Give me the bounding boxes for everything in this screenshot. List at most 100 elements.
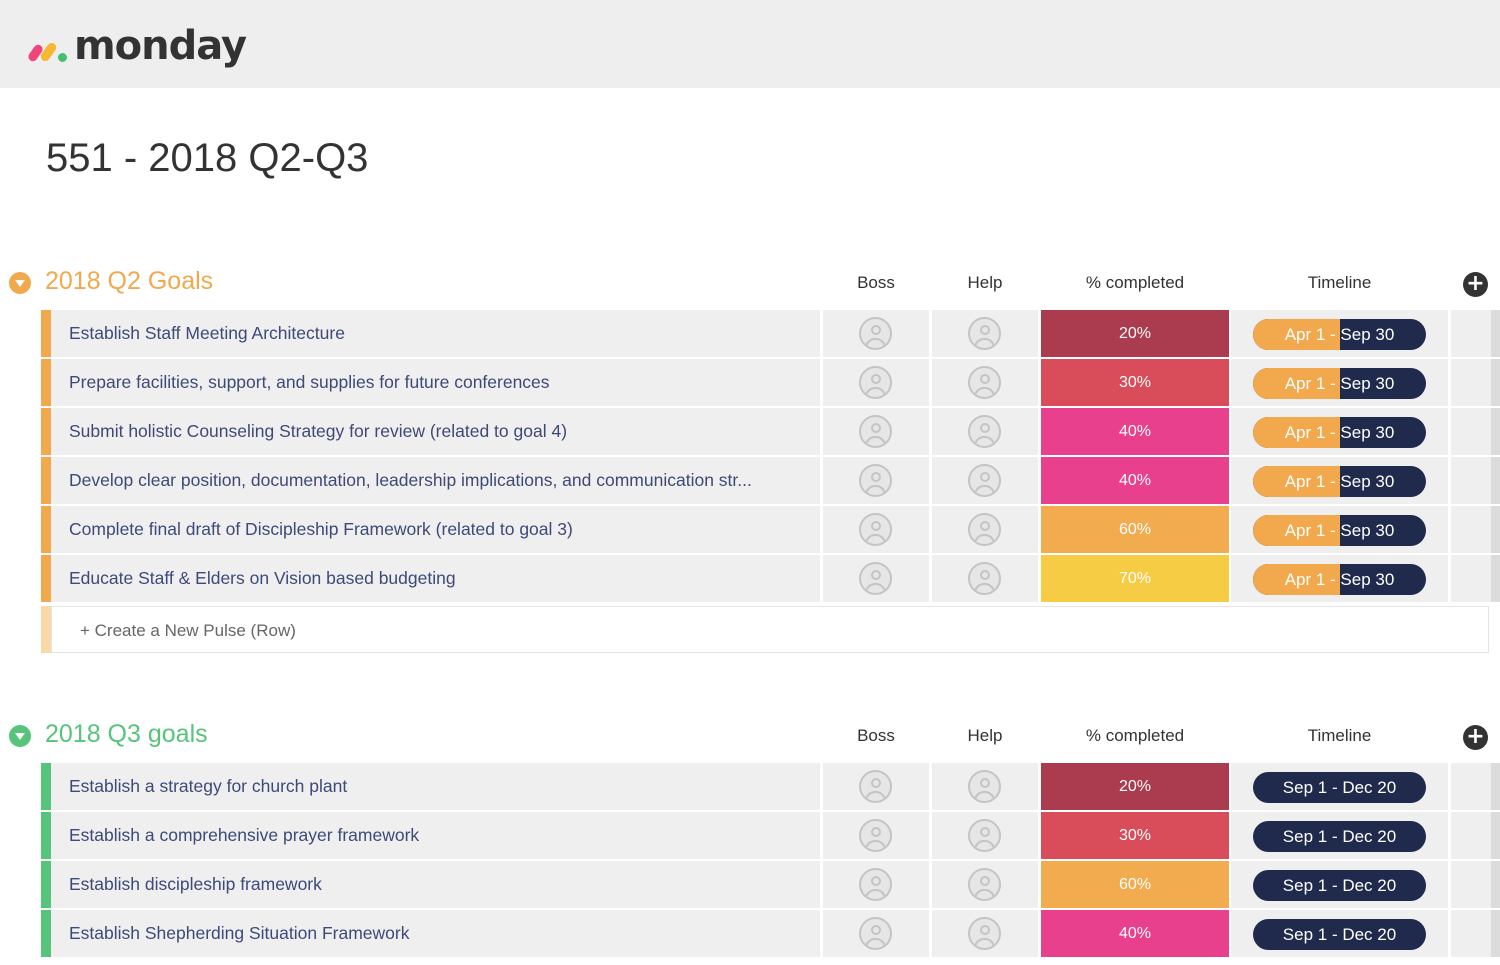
table-row[interactable]: Prepare facilities, support, and supplie… — [0, 359, 1500, 408]
timeline-cell[interactable]: Apr 1 - Sep 30 — [1231, 555, 1448, 602]
table-row[interactable]: Develop clear position, documentation, l… — [0, 457, 1500, 506]
person-icon[interactable] — [968, 562, 1001, 595]
pulse-name[interactable]: Establish a comprehensive prayer framewo… — [69, 825, 420, 845]
person-icon[interactable] — [859, 562, 892, 595]
board-title[interactable]: 551 - 2018 Q2-Q3 — [46, 136, 369, 180]
pulse-name-cell[interactable]: Establish a strategy for church plant — [51, 763, 820, 810]
pulse-name[interactable]: Establish Shepherding Situation Framewor… — [69, 923, 410, 943]
help-cell[interactable] — [932, 555, 1038, 602]
person-icon[interactable] — [859, 464, 892, 497]
person-icon[interactable] — [968, 868, 1001, 901]
pulse-name[interactable]: Establish Staff Meeting Architecture — [69, 323, 345, 343]
collapse-group-icon[interactable] — [9, 272, 31, 294]
group-title[interactable]: 2018 Q3 goals — [45, 720, 208, 748]
person-icon[interactable] — [968, 513, 1001, 546]
timeline-pill[interactable]: Sep 1 - Dec 20 — [1253, 870, 1426, 901]
column-header-boss[interactable]: Boss — [857, 726, 895, 745]
percent-completed-cell[interactable]: 20% — [1041, 763, 1229, 810]
person-icon[interactable] — [859, 366, 892, 399]
boss-cell[interactable] — [823, 861, 929, 908]
column-header-help[interactable]: Help — [967, 726, 1003, 745]
add-column-icon[interactable]: + — [1463, 272, 1488, 297]
pulse-name[interactable]: Develop clear position, documentation, l… — [69, 470, 752, 490]
pulse-name-cell[interactable]: Establish Shepherding Situation Framewor… — [51, 910, 820, 957]
person-icon[interactable] — [968, 770, 1001, 803]
pulse-name[interactable]: Complete final draft of Discipleship Fra… — [69, 519, 573, 539]
pulse-name[interactable]: Establish a strategy for church plant — [69, 776, 348, 796]
boss-cell[interactable] — [823, 812, 929, 859]
person-icon[interactable] — [968, 415, 1001, 448]
person-icon[interactable] — [859, 770, 892, 803]
help-cell[interactable] — [932, 910, 1038, 957]
person-icon[interactable] — [859, 917, 892, 950]
boss-cell[interactable] — [823, 910, 929, 957]
table-row[interactable]: Establish a comprehensive prayer framewo… — [0, 812, 1500, 861]
percent-completed-cell[interactable]: 30% — [1041, 812, 1229, 859]
create-pulse-input[interactable]: + Create a New Pulse (Row) — [51, 606, 1489, 653]
person-icon[interactable] — [859, 819, 892, 852]
help-cell[interactable] — [932, 506, 1038, 553]
person-icon[interactable] — [968, 464, 1001, 497]
boss-cell[interactable] — [823, 408, 929, 455]
monday-logo[interactable]: monday — [26, 20, 247, 72]
timeline-cell[interactable]: Sep 1 - Dec 20 — [1231, 763, 1448, 810]
pulse-name-cell[interactable]: Develop clear position, documentation, l… — [51, 457, 820, 504]
person-icon[interactable] — [859, 317, 892, 350]
pulse-name[interactable]: Establish discipleship framework — [69, 874, 322, 894]
boss-cell[interactable] — [823, 555, 929, 602]
pulse-name[interactable]: Educate Staff & Elders on Vision based b… — [69, 568, 456, 588]
column-header-help[interactable]: Help — [967, 273, 1003, 292]
column-header-percent-completed[interactable]: % completed — [1085, 273, 1185, 292]
table-row[interactable]: Complete final draft of Discipleship Fra… — [0, 506, 1500, 555]
pulse-name-cell[interactable]: Establish discipleship framework — [51, 861, 820, 908]
table-row[interactable]: Submit holistic Counseling Strategy for … — [0, 408, 1500, 457]
boss-cell[interactable] — [823, 359, 929, 406]
boss-cell[interactable] — [823, 506, 929, 553]
boss-cell[interactable] — [823, 310, 929, 357]
timeline-pill[interactable]: Apr 1 - Sep 30 — [1253, 466, 1426, 497]
add-column-icon[interactable]: + — [1463, 725, 1488, 750]
column-header-percent-completed[interactable]: % completed — [1085, 726, 1185, 745]
timeline-pill[interactable]: Apr 1 - Sep 30 — [1253, 515, 1426, 546]
timeline-cell[interactable]: Sep 1 - Dec 20 — [1231, 861, 1448, 908]
timeline-pill[interactable]: Apr 1 - Sep 30 — [1253, 564, 1426, 595]
create-pulse-row[interactable]: + Create a New Pulse (Row) — [0, 604, 1500, 653]
percent-completed-cell[interactable]: 40% — [1041, 457, 1229, 504]
table-row[interactable]: Establish Staff Meeting Architecture 20% A… — [0, 310, 1500, 359]
table-row[interactable]: Establish discipleship framework 60% Sep 1… — [0, 861, 1500, 910]
timeline-cell[interactable]: Apr 1 - Sep 30 — [1231, 506, 1448, 553]
pulse-name[interactable]: Submit holistic Counseling Strategy for … — [69, 421, 568, 441]
collapse-group-icon[interactable] — [9, 725, 31, 747]
pulse-name[interactable]: Prepare facilities, support, and supplie… — [69, 372, 550, 392]
help-cell[interactable] — [932, 812, 1038, 859]
timeline-pill[interactable]: Sep 1 - Dec 20 — [1253, 919, 1426, 950]
help-cell[interactable] — [932, 457, 1038, 504]
help-cell[interactable] — [932, 861, 1038, 908]
pulse-name-cell[interactable]: Submit holistic Counseling Strategy for … — [51, 408, 820, 455]
help-cell[interactable] — [932, 359, 1038, 406]
column-header-timeline[interactable]: Timeline — [1307, 273, 1372, 292]
percent-completed-cell[interactable]: 30% — [1041, 359, 1229, 406]
pulse-name-cell[interactable]: Prepare facilities, support, and supplie… — [51, 359, 820, 406]
column-header-timeline[interactable]: Timeline — [1307, 726, 1372, 745]
timeline-cell[interactable]: Apr 1 - Sep 30 — [1231, 359, 1448, 406]
percent-completed-cell[interactable]: 20% — [1041, 310, 1229, 357]
help-cell[interactable] — [932, 763, 1038, 810]
person-icon[interactable] — [968, 917, 1001, 950]
person-icon[interactable] — [859, 513, 892, 546]
pulse-name-cell[interactable]: Educate Staff & Elders on Vision based b… — [51, 555, 820, 602]
table-row[interactable]: Establish a strategy for church plant 20%… — [0, 763, 1500, 812]
group-title[interactable]: 2018 Q2 Goals — [45, 267, 214, 295]
timeline-pill[interactable]: Apr 1 - Sep 30 — [1253, 368, 1426, 399]
table-row[interactable]: Establish Shepherding Situation Framewor… — [0, 910, 1500, 959]
percent-completed-cell[interactable]: 60% — [1041, 506, 1229, 553]
percent-completed-cell[interactable]: 40% — [1041, 910, 1229, 957]
person-icon[interactable] — [968, 819, 1001, 852]
timeline-cell[interactable]: Sep 1 - Dec 20 — [1231, 812, 1448, 859]
boss-cell[interactable] — [823, 763, 929, 810]
person-icon[interactable] — [968, 317, 1001, 350]
table-row[interactable]: Educate Staff & Elders on Vision based b… — [0, 555, 1500, 604]
boss-cell[interactable] — [823, 457, 929, 504]
person-icon[interactable] — [968, 366, 1001, 399]
percent-completed-cell[interactable]: 60% — [1041, 861, 1229, 908]
